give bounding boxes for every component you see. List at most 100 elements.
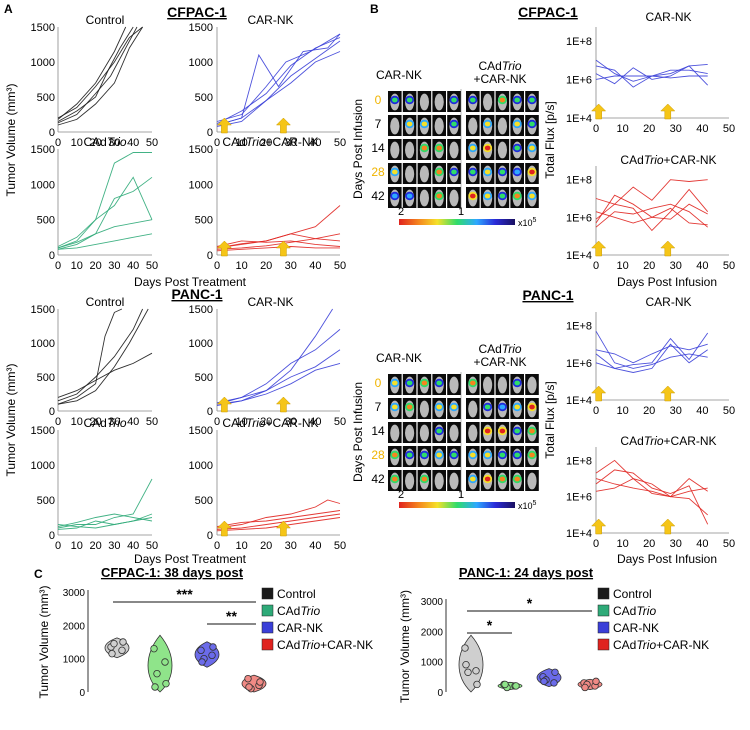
series-line [57,233,153,250]
y-tick-label: 1500 [31,425,55,437]
colorbar-max-label: 2 [398,489,404,501]
series-line [216,233,341,250]
day-label: 14 [371,424,385,438]
data-point [161,658,169,666]
series-line [595,203,708,228]
mouse-silhouette [497,376,507,394]
x-tick-label: 20 [89,416,101,428]
plot-title-prefix: CAd [620,153,643,167]
series-line [57,176,153,249]
series-line [595,343,708,364]
mouse-silhouette [483,93,493,111]
legend-label-carnk-prefix: CAR-NK [613,621,659,635]
y-tick-label: 1E+8 [566,175,592,187]
legend-swatch-combo [597,638,610,651]
y-tick-label: 1000 [189,57,213,69]
x-tick-label: 0 [55,137,61,149]
signal-inner [406,121,413,127]
plot-title: Control [86,295,125,309]
series-line [216,33,341,122]
x-tick-label: 40 [127,260,139,272]
data-point [108,649,116,658]
series-line [216,362,341,405]
signal-inner [514,380,520,386]
x-tick-label: 20 [89,540,101,552]
y-tick-label: 2000 [421,627,444,638]
series-line [57,26,138,124]
img-col-label-right-prefix: CAd [478,342,501,356]
data-point [153,669,161,678]
data-point [162,679,170,688]
y-tick-label: 500 [195,495,213,507]
legend-label-combo-italic: Trio [636,638,656,652]
signal-inner [514,452,520,458]
series-line [595,459,708,498]
mouse-silhouette [390,141,400,159]
x-tick-label: 40 [127,416,139,428]
x-tick-label: 50 [146,137,158,149]
series-line [216,499,341,529]
x-tick-label: 10 [235,540,247,552]
y-tick-label: 1E+4 [566,395,592,407]
series-line [57,513,153,528]
series-line [216,233,341,249]
panel-letter-c: C [34,567,43,581]
x-tick-label: 30 [285,416,297,428]
y-tick-label: 1E+4 [566,528,592,540]
plot-title-prefix: CAR-NK [645,10,691,24]
panel-a-cfpac-header: CFPAC-1 [167,4,227,20]
signal-inner [529,121,535,127]
colorbar-unit: x105 [518,500,537,511]
signal-inner [436,452,443,458]
y-tick-label: 1500 [189,22,213,34]
mouse-silhouette [468,424,478,442]
plot-title-suffix: +CAR-NK [266,135,319,149]
data-point [197,646,205,655]
x-tick-label: 50 [334,540,346,552]
signal-inner [499,428,506,434]
day-label: 7 [375,117,382,131]
signal-inner [484,145,491,151]
significance-label: * [487,617,493,633]
data-point [551,668,559,676]
panel-a-cfpac-x-label: Days Post Treatment [134,275,247,289]
mouse-silhouette [483,376,493,394]
panel-b-cfpac-1-combo-plot: 1E+4 1E+6 1E+8 0 10 20 30 40 50 CAdTrio+CAR-NK [566,153,735,272]
plot-title: CAdTrio+CAR-NK [222,135,318,149]
signal-inner [421,452,428,458]
data-point [151,683,159,691]
day-label: 28 [371,448,385,462]
plot-title: CAdTrio+CAR-NK [620,434,716,448]
data-point [550,679,558,687]
x-tick-label: 10 [616,123,628,135]
legend-label-combo: CAdTrio+CAR-NK [613,638,709,652]
treatment-arrow [216,396,232,413]
colorbar-min-label: 1 [458,489,464,501]
signal-inner [484,169,491,175]
treatment-arrow [591,385,607,402]
legend-swatch-control [597,587,610,600]
panel-a-panc-y-label: Tumor Volume (mm³) [4,364,18,477]
plot-title: Control [86,13,125,27]
data-point [256,678,264,686]
signal-inner [514,404,520,410]
x-tick-label: 50 [723,538,735,550]
day-label: 0 [375,376,382,390]
plot-title: CAR-NK [645,295,691,309]
significance-label: ** [226,608,237,624]
x-tick-label: 50 [723,260,735,272]
signal-inner [484,452,491,458]
legend-swatch-carnk [597,621,610,634]
signal-inner [529,169,535,175]
panel-a-cfpac-1-control-plot: 0 500 1000 1500 0 10 20 30 40 50 Control [31,13,159,149]
legend-label-cadtrio-italic: Trio [636,604,656,618]
series-line [595,478,708,498]
x-tick-label: 30 [108,416,120,428]
panel-b-panc-x-label: Days Post Infusion [617,552,717,566]
day-label: 42 [371,189,385,203]
y-tick-label: 1E+4 [566,113,592,125]
x-tick-label: 10 [71,137,83,149]
signal-inner [499,193,506,199]
x-tick-label: 20 [643,123,655,135]
